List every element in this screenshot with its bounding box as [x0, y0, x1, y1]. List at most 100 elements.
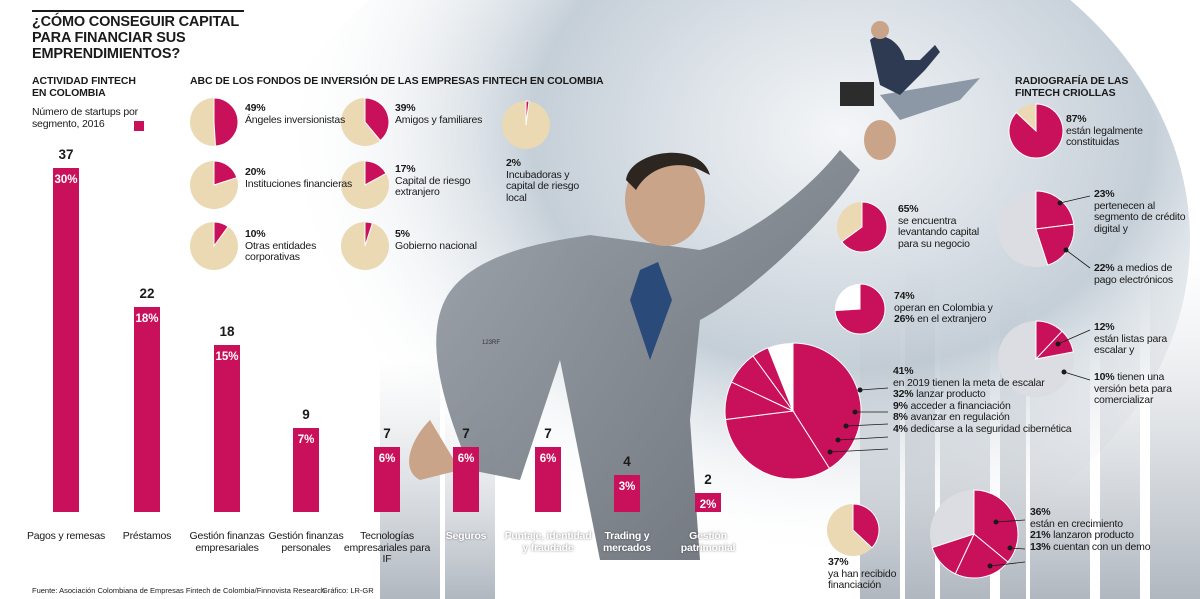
capital-pie-slice-1	[841, 201, 888, 253]
abc-pie-5-slice-1	[364, 160, 387, 186]
abc-pie-pct: 17%	[395, 163, 416, 175]
goals-pie-slice-2	[724, 410, 831, 480]
abc-pie-label: 17% Capital de riesgo extranjero	[395, 163, 505, 199]
abc-pie-pct: 39%	[395, 102, 416, 114]
bar-percent-label: 15%	[215, 350, 239, 363]
goals-pct-3: 8%	[893, 411, 908, 423]
bar-value-label: 7	[383, 425, 391, 441]
leader-dot-12	[987, 563, 993, 569]
ready-text-b: tienen una versión beta para comercializ…	[1094, 371, 1172, 406]
abc-pie-text: Instituciones financieras	[245, 177, 353, 190]
ready-text-a: están listas para escalar y	[1094, 332, 1168, 356]
bar-category-label: Gestión finanzas personales	[268, 530, 344, 554]
growth-text-3: cuentan con un demo	[1053, 540, 1151, 553]
segments-pie	[998, 190, 1075, 267]
bar-category-label: Gestión finanzas empresariales	[189, 530, 265, 554]
bar-percent-label: 30%	[54, 174, 78, 186]
ready-label-a: 12% están listas para escalar y	[1094, 321, 1194, 357]
goals-text-a: en 2019 tienen la meta de escalar	[893, 376, 1045, 389]
funding-pct: 37%	[828, 556, 849, 568]
title-rule	[32, 10, 244, 12]
growth-pct-2: 21%	[1030, 529, 1051, 541]
bar-9	[695, 493, 721, 512]
leader-line-11	[1009, 547, 1026, 550]
abc-pie-text: Ángeles inversionistas	[245, 113, 346, 126]
abc-pie-label: 2% Incubadoras y capital de riesgo local	[506, 157, 596, 204]
leader-line-1	[1059, 195, 1091, 204]
bar-2	[134, 307, 160, 512]
leader-line-8	[837, 436, 889, 441]
bar-3	[214, 344, 240, 512]
abc-pie-1-slice-1	[213, 97, 239, 147]
bar-percent-label: 18%	[135, 313, 159, 326]
leader-dot-1	[1057, 200, 1063, 206]
operate-text-b: en el extranjero	[917, 313, 987, 325]
bar-value-label: 7	[544, 425, 552, 441]
bar-category-label: Trading y mercados	[602, 530, 651, 554]
leader-line-2	[1065, 249, 1091, 269]
leader-line-5	[859, 387, 889, 391]
growth-pie-slice-1	[973, 489, 1019, 563]
growth-pie	[930, 489, 1019, 579]
funding-pie-slice-1	[852, 503, 880, 549]
legal-pct: 87%	[1066, 113, 1087, 125]
abc-pie-label: 49% Ángeles inversionistas	[245, 102, 355, 126]
funding-text: ya han recibido financiación	[828, 567, 897, 591]
growth-pct-3: 13%	[1030, 540, 1051, 553]
growth-label: 36% están en crecimiento 21% lanzaron pr…	[1030, 506, 1180, 553]
growth-pct-1: 36%	[1030, 506, 1051, 518]
abc-pie-5	[341, 160, 389, 209]
operate-text-a: operan en Colombia y	[894, 301, 993, 314]
segments-pct-b: 22%	[1094, 262, 1115, 274]
segments-label-a: 23% pertenecen al segmento de crédito dig…	[1094, 188, 1194, 235]
leader-dot-7	[843, 423, 849, 429]
abc-pie-label: 10% Otras entidades corporativas	[245, 228, 355, 264]
bar-percent-label: 6%	[378, 452, 396, 465]
growth-pie-slice-3	[931, 533, 975, 575]
leader-dot-6	[852, 409, 858, 415]
growth-text-1: están en crecimiento	[1030, 517, 1123, 530]
bar-chart-title: ACTIVIDAD FINTECH EN COLOMBIA	[32, 75, 136, 99]
goals-text-1: lanzar producto	[916, 388, 986, 400]
leader-dot-11	[1007, 545, 1013, 551]
abc-pie-4	[341, 97, 390, 146]
bar-percent-label: 3%	[618, 480, 636, 493]
capital-pie	[837, 201, 888, 253]
bar-4	[293, 428, 319, 512]
rocket-figure	[840, 21, 980, 120]
leader-dot-9	[827, 449, 833, 455]
segments-label-b: 22% a medios de pago electrónicos	[1094, 262, 1194, 286]
operate-label: 74% operan en Colombia y 26% en el extranj…	[894, 290, 1014, 326]
bar-category-label: Seguros	[445, 530, 487, 542]
bar-value-label: 7	[462, 425, 470, 441]
segments-pie-slice-1	[1035, 190, 1075, 230]
abc-pie-3-slice-1	[213, 221, 229, 248]
ready-pie	[998, 320, 1074, 397]
bar-value-label: 37	[58, 147, 74, 162]
operate-pie	[834, 283, 886, 335]
abc-pie-pct: 49%	[245, 102, 266, 114]
leader-line-7	[845, 423, 889, 427]
bar-5	[374, 446, 400, 512]
leader-line-3	[1057, 329, 1091, 345]
operate-pct-b: 26%	[894, 313, 915, 325]
footer-graphic: Gráfico: LR-GR	[322, 586, 374, 595]
ready-pie-slice-2	[1034, 330, 1074, 360]
bar-7	[535, 446, 561, 512]
goals-pie	[724, 342, 862, 480]
bar-value-label: 18	[219, 323, 235, 339]
ready-label-b: 10% tienen una versión beta para comerci…	[1094, 371, 1194, 407]
bar-6	[453, 446, 479, 512]
abc-pie-text: Gobierno nacional	[395, 239, 477, 252]
legend-swatch	[134, 121, 144, 131]
abc-pie-3	[190, 221, 238, 270]
goals-pct-2: 9%	[893, 399, 908, 412]
bar-value-label: 22	[139, 286, 155, 302]
abc-pie-7-slice-1	[525, 100, 530, 126]
bar-1	[53, 168, 79, 512]
abc-pie-6	[341, 221, 389, 270]
page-title: ¿CÓMO CONSEGUIR CAPITAL PARA FINANCIAR S…	[32, 14, 239, 62]
abc-pie-label: 20% Instituciones financieras	[245, 166, 355, 190]
segments-text-a: pertenecen al segmento de crédito digita…	[1094, 199, 1186, 235]
